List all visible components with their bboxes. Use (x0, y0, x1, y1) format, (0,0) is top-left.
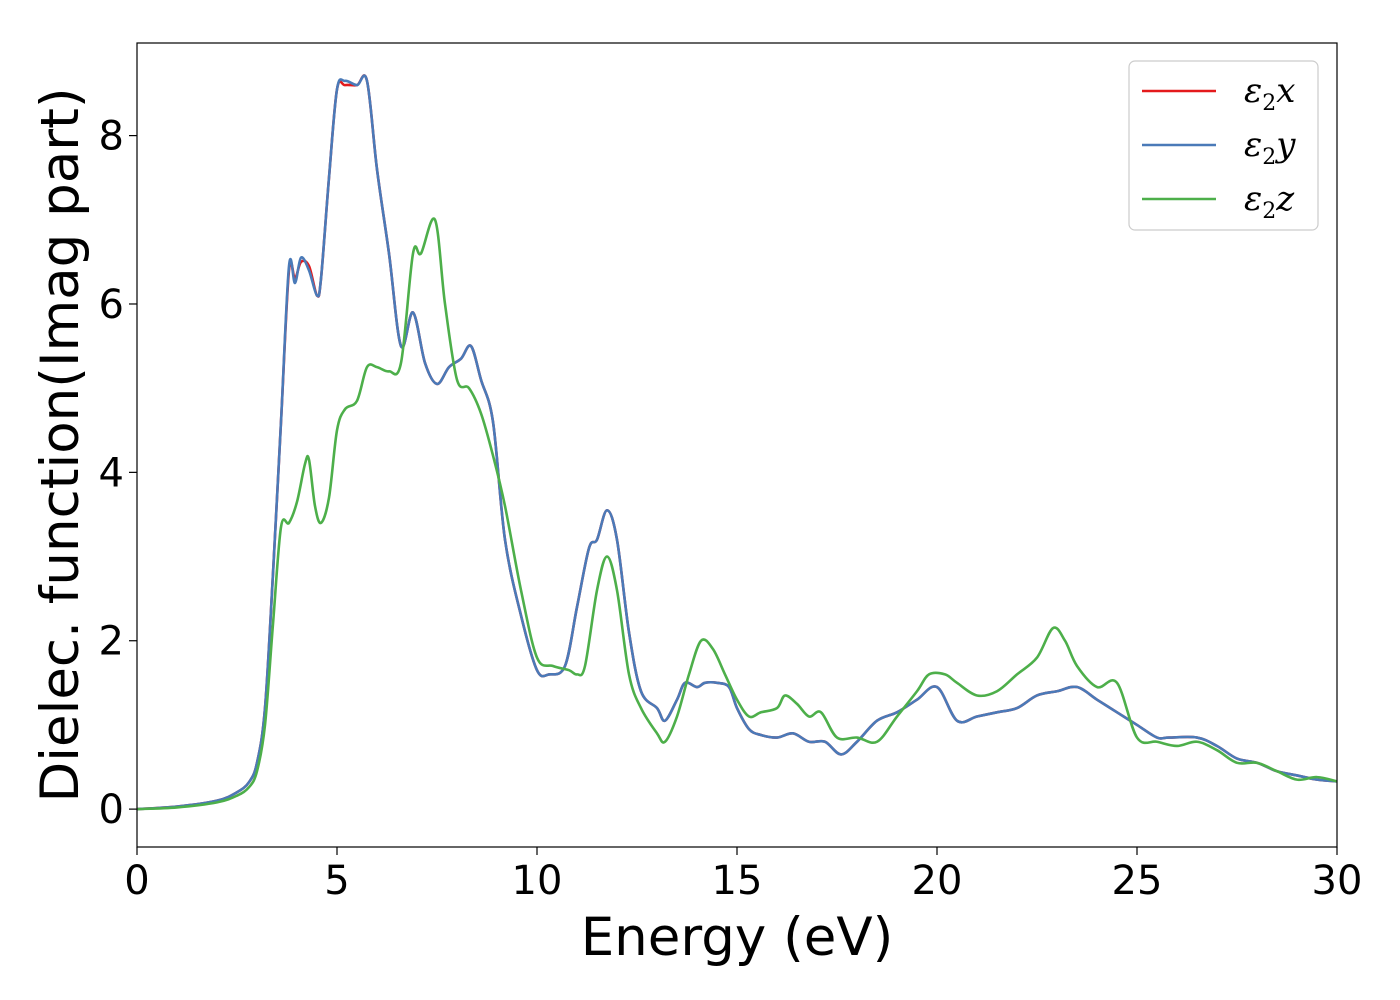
y-tick-label: 2 (99, 619, 124, 665)
legend-label-x: ε2x (1244, 71, 1295, 116)
y-axis-title: Dielec. function(Imag part) (30, 87, 91, 802)
y-tick-label: 6 (99, 282, 124, 328)
x-tick-label: 30 (1312, 858, 1363, 904)
x-axis-title: Energy (eV) (581, 907, 894, 968)
x-tick-label: 25 (1112, 858, 1163, 904)
legend-box (1128, 60, 1319, 231)
series-line-y (137, 74, 1337, 811)
x-axis-ticks: 0 5 10 15 20 25 30 (124, 847, 1362, 904)
x-tick-label: 10 (512, 858, 563, 904)
legend-entries: ε2x ε2y ε2z (1142, 71, 1296, 224)
x-tick-label: 20 (912, 858, 963, 904)
x-tick-label: 0 (124, 858, 149, 904)
y-tick-label: 0 (99, 787, 124, 833)
legend-label-z: ε2z (1244, 179, 1295, 224)
y-tick-label: 8 (99, 114, 124, 160)
x-tick-label: 15 (712, 858, 763, 904)
y-tick-label: 4 (99, 450, 124, 496)
legend-label-y: ε2y (1244, 125, 1296, 170)
y-axis-ticks: 0 2 4 6 8 (99, 114, 137, 833)
series-line-z (137, 217, 1337, 811)
series-layer (137, 74, 1337, 811)
legend: ε2x ε2y ε2z (1128, 60, 1319, 231)
x-tick-label: 5 (324, 858, 349, 904)
